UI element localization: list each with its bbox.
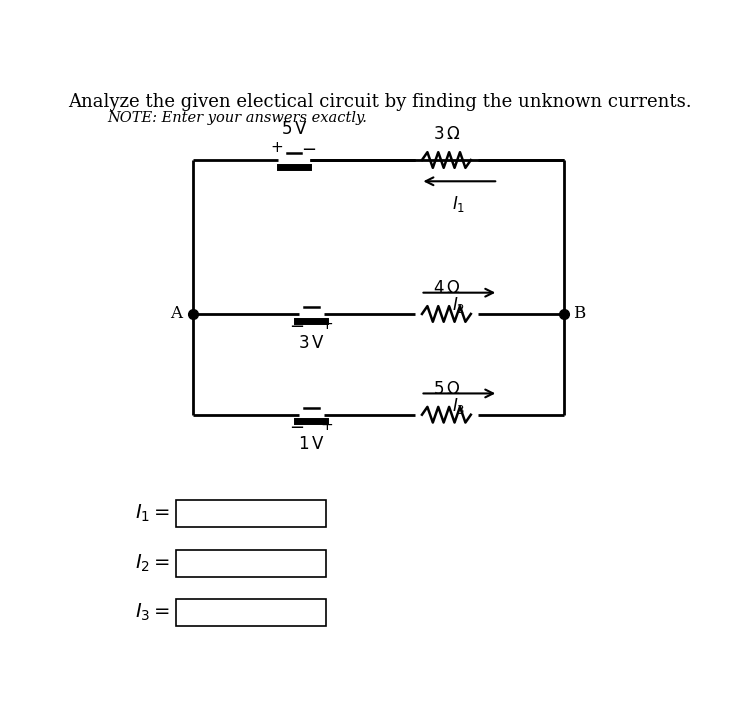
Text: B: B — [573, 305, 585, 323]
Text: $3\,\mathrm{V}$: $3\,\mathrm{V}$ — [298, 335, 324, 352]
Text: $I_1 =$: $I_1 =$ — [135, 502, 171, 524]
Text: Analyze the given electical circuit by finding the unknown currents.: Analyze the given electical circuit by f… — [68, 93, 692, 111]
Text: $3\,\Omega$: $3\,\Omega$ — [433, 126, 460, 143]
Text: $-$: $-$ — [289, 417, 304, 435]
Text: $I_2$: $I_2$ — [453, 295, 466, 316]
Text: $1\,\mathrm{V}$: $1\,\mathrm{V}$ — [298, 436, 324, 453]
FancyBboxPatch shape — [176, 550, 326, 577]
Text: $+$: $+$ — [320, 318, 332, 332]
Text: $I_1$: $I_1$ — [453, 193, 466, 214]
Text: $+$: $+$ — [320, 419, 332, 433]
Text: $+$: $+$ — [270, 141, 283, 155]
Text: A: A — [170, 305, 182, 323]
FancyBboxPatch shape — [176, 599, 326, 626]
Text: $4\,\Omega$: $4\,\Omega$ — [433, 280, 460, 297]
Text: $-$: $-$ — [289, 316, 304, 334]
Text: $5\,\Omega$: $5\,\Omega$ — [433, 381, 460, 398]
Text: $I_3$: $I_3$ — [453, 396, 466, 417]
FancyBboxPatch shape — [176, 499, 326, 526]
Text: $I_2 =$: $I_2 =$ — [135, 553, 171, 574]
Text: NOTE: Enter your answers exactly.: NOTE: Enter your answers exactly. — [107, 111, 367, 125]
Text: $I_3 =$: $I_3 =$ — [135, 602, 171, 623]
Text: $5\,\mathrm{V}$: $5\,\mathrm{V}$ — [280, 121, 307, 137]
Text: $-$: $-$ — [301, 139, 317, 157]
